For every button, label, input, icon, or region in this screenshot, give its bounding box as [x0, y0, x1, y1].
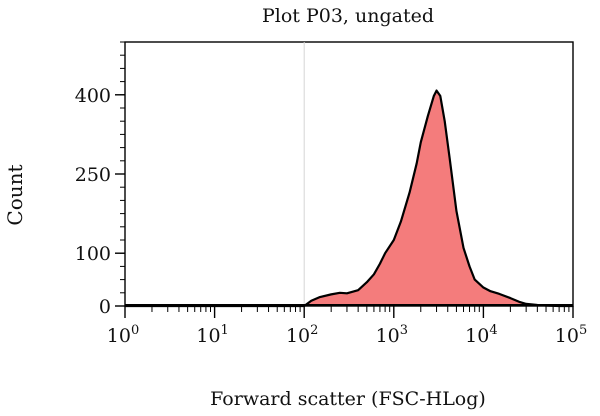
y-axis-label: Count [3, 164, 27, 225]
histogram-outline [125, 89, 573, 308]
chart-title: Plot P03, ungated [262, 5, 434, 27]
x-tick-label: 102 [286, 323, 318, 347]
y-tick-label: 0 [99, 296, 111, 318]
x-tick-label: 101 [196, 323, 228, 347]
plot-frame [124, 41, 574, 307]
y-tick-label: 400 [75, 85, 111, 107]
y-tick-label: 250 [75, 164, 111, 186]
histogram-area [125, 90, 573, 306]
x-axis-label: Forward scatter (FSC-HLog) [210, 388, 486, 410]
x-tick-label: 100 [107, 323, 139, 347]
x-tick-label: 103 [376, 323, 408, 347]
y-tick-label: 100 [75, 243, 111, 265]
x-tick-label: 105 [555, 323, 587, 347]
x-tick-label: 104 [465, 323, 497, 347]
